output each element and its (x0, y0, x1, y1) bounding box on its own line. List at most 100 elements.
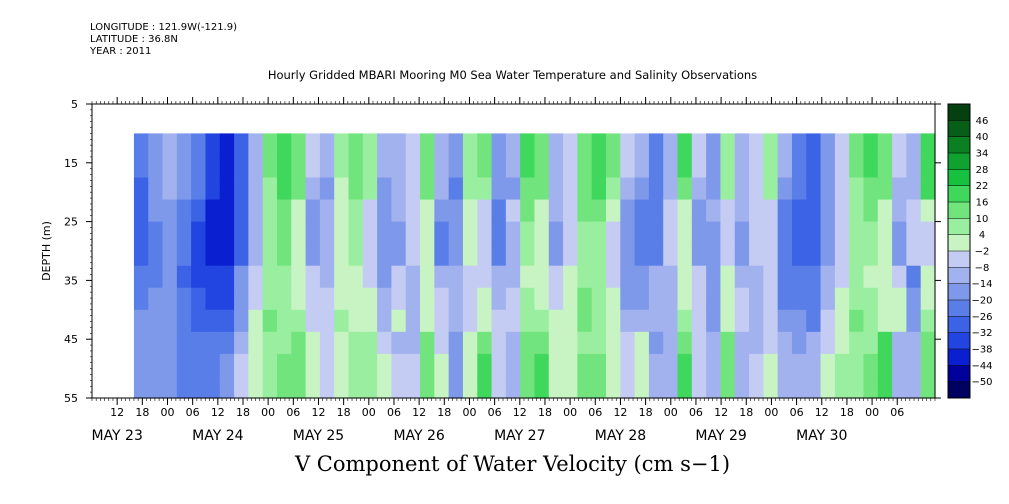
heatmap-cell (276, 309, 292, 333)
heatmap-cell (763, 243, 779, 267)
heatmap-cell (462, 287, 478, 311)
heatmap-cell (920, 177, 936, 201)
heatmap-cell (820, 199, 836, 223)
heatmap-cell (749, 287, 764, 311)
heatmap-cell (405, 199, 421, 223)
heatmap-cell (334, 375, 350, 399)
heatmap-cell (720, 199, 736, 223)
heatmap-cell (534, 155, 550, 179)
x-tick-label: 18 (437, 406, 451, 419)
heatmap-cell (148, 177, 164, 201)
heatmap-cell (620, 243, 636, 267)
x-tick-label: 06 (790, 406, 804, 419)
heatmap-cell (491, 265, 507, 289)
colorbar-swatch (948, 185, 970, 203)
heatmap-cell (219, 287, 235, 311)
heatmap-cell (391, 177, 407, 201)
heatmap-cell (734, 199, 750, 223)
heatmap-cell (248, 243, 264, 267)
heatmap-cell (720, 155, 736, 179)
heatmap-cell (777, 177, 793, 201)
heatmap-cell (777, 287, 793, 311)
heatmap-cell (906, 221, 922, 245)
heatmap-cell (648, 287, 664, 311)
heatmap-cell (334, 221, 350, 245)
heatmap-cell (348, 199, 364, 223)
heatmap-cell (505, 353, 521, 377)
heatmap-cell (663, 331, 679, 355)
heatmap-cell (477, 243, 493, 267)
heatmap-cell (362, 155, 378, 179)
heatmap-cell (863, 243, 879, 267)
heatmap-cell (491, 155, 507, 179)
heatmap-cell (462, 177, 478, 201)
heatmap-cell (920, 265, 936, 289)
heatmap-cell (219, 199, 235, 223)
heatmap-cell (148, 265, 164, 289)
x-tick-label: 18 (236, 406, 250, 419)
heatmap-cell (820, 353, 836, 377)
heatmap-cell (806, 331, 822, 355)
heatmap-cell (491, 309, 507, 333)
heatmap-cell (391, 221, 407, 245)
heatmap-cell (505, 375, 521, 399)
heatmap-cell (148, 199, 164, 223)
heatmap-cell (420, 353, 435, 377)
heatmap-cell (420, 221, 435, 245)
heatmap-cell (377, 375, 393, 399)
heatmap-cell (448, 353, 464, 377)
heatmap-cell (663, 353, 679, 377)
heatmap-cell (219, 243, 235, 267)
heatmap-cell (291, 199, 307, 223)
heatmap-cell (334, 353, 350, 377)
heatmap-cell (491, 331, 507, 355)
heatmap-cell (563, 155, 578, 179)
heatmap-cell (677, 155, 693, 179)
heatmap-cell (820, 221, 836, 245)
heatmap-cell (148, 243, 164, 267)
heatmap-cell (291, 155, 307, 179)
heatmap-cell (849, 199, 865, 223)
heatmap-cell (791, 221, 807, 245)
heatmap-cell (205, 133, 221, 157)
heatmap-cell (920, 287, 936, 311)
colorbar-label: −14 (971, 279, 992, 290)
heatmap-cell (620, 155, 636, 179)
heatmap-cell (391, 353, 407, 377)
heatmap-cell (334, 265, 350, 289)
colorbar-label: 46 (976, 116, 989, 127)
heatmap-cell (377, 265, 393, 289)
heatmap-cell (348, 133, 364, 157)
y-tick-label: 45 (64, 333, 78, 346)
heatmap-cell (191, 243, 207, 267)
heatmap-cell (334, 133, 350, 157)
heatmap-cell (849, 309, 865, 333)
heatmap-cell (677, 243, 693, 267)
heatmap-cell (849, 155, 865, 179)
heatmap-cell (362, 243, 378, 267)
heatmap-cell (920, 133, 936, 157)
heatmap-cell (162, 177, 178, 201)
heatmap-cell (248, 331, 264, 355)
heatmap-cell (477, 177, 493, 201)
x-tick-label: 18 (840, 406, 854, 419)
heatmap-cell (534, 133, 550, 157)
heatmap-cell (234, 353, 249, 377)
heatmap-cell (191, 265, 207, 289)
heatmap-cell (663, 177, 679, 201)
heatmap-cell (491, 133, 507, 157)
colorbar-label: −2 (975, 247, 990, 258)
heatmap-cell (791, 331, 807, 355)
heatmap-cell (634, 265, 650, 289)
heatmap-cell (663, 265, 679, 289)
heatmap-cell (448, 177, 464, 201)
heatmap-cell (234, 155, 249, 179)
heatmap-cell (563, 331, 578, 355)
heatmap-cell (477, 155, 493, 179)
heatmap-cell (148, 353, 164, 377)
heatmap-cell (262, 287, 278, 311)
heatmap-cell (706, 265, 722, 289)
colorbar-swatch (948, 316, 970, 333)
heatmap-cell (920, 243, 936, 267)
heatmap-cell (420, 155, 435, 179)
